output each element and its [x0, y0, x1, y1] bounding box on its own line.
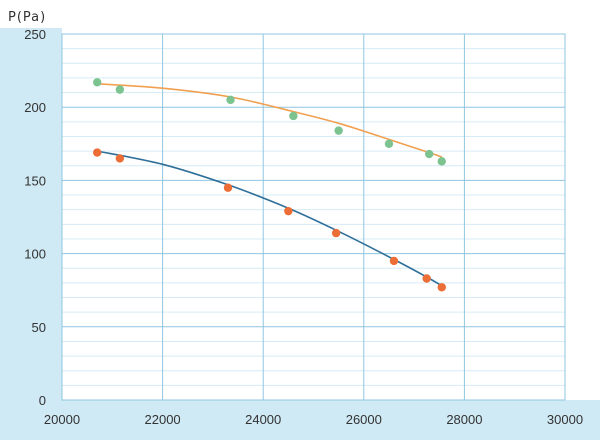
- plot-area: [62, 34, 565, 400]
- upper-data-point: [334, 126, 343, 135]
- x-tick-label: 20000: [44, 412, 80, 427]
- lower-fit-curve: [97, 150, 443, 287]
- minor-grid: [62, 48, 565, 386]
- lower-data-point: [93, 148, 102, 157]
- upper-fit-curve: [97, 83, 443, 158]
- bottom-axis-band: [0, 400, 600, 440]
- lower-data-point: [115, 154, 125, 163]
- left-axis-band: [0, 28, 62, 400]
- axis-ticks: 0 50 100 150 200 250 20000 22000 24000 26000 28000…: [24, 27, 583, 427]
- lower-data-point: [284, 206, 293, 216]
- plot-border: [61, 33, 566, 401]
- lower-data-point: [437, 283, 446, 292]
- x-tick-label: 24000: [245, 412, 281, 427]
- y-axis-title: P(Pa): [8, 10, 46, 25]
- y-tick-label: 50: [32, 320, 46, 335]
- y-tick-label: 200: [24, 100, 46, 115]
- upper-data-point: [437, 157, 446, 166]
- lower-data-point: [331, 228, 341, 238]
- lower-data-point: [422, 274, 431, 283]
- upper-data-point: [424, 149, 434, 159]
- upper-data-point: [93, 78, 102, 87]
- lower-data-point: [389, 256, 399, 266]
- x-tick-label: 28000: [446, 412, 482, 427]
- upper-data-point: [115, 85, 125, 94]
- lower-data-point: [223, 183, 233, 192]
- x-tick-label: 30000: [547, 412, 583, 427]
- upper-data-point: [384, 139, 394, 148]
- x-tick-label: 26000: [346, 412, 382, 427]
- y-tick-label: 150: [24, 173, 46, 188]
- y-tick-label: 100: [24, 247, 46, 262]
- series-layer: [93, 78, 446, 292]
- y-tick-label: 0: [39, 393, 46, 408]
- upper-data-point: [289, 111, 298, 121]
- y-tick-label: 250: [24, 27, 46, 42]
- upper-data-point: [226, 95, 235, 105]
- x-tick-label: 22000: [145, 412, 181, 427]
- major-grid: [62, 34, 565, 400]
